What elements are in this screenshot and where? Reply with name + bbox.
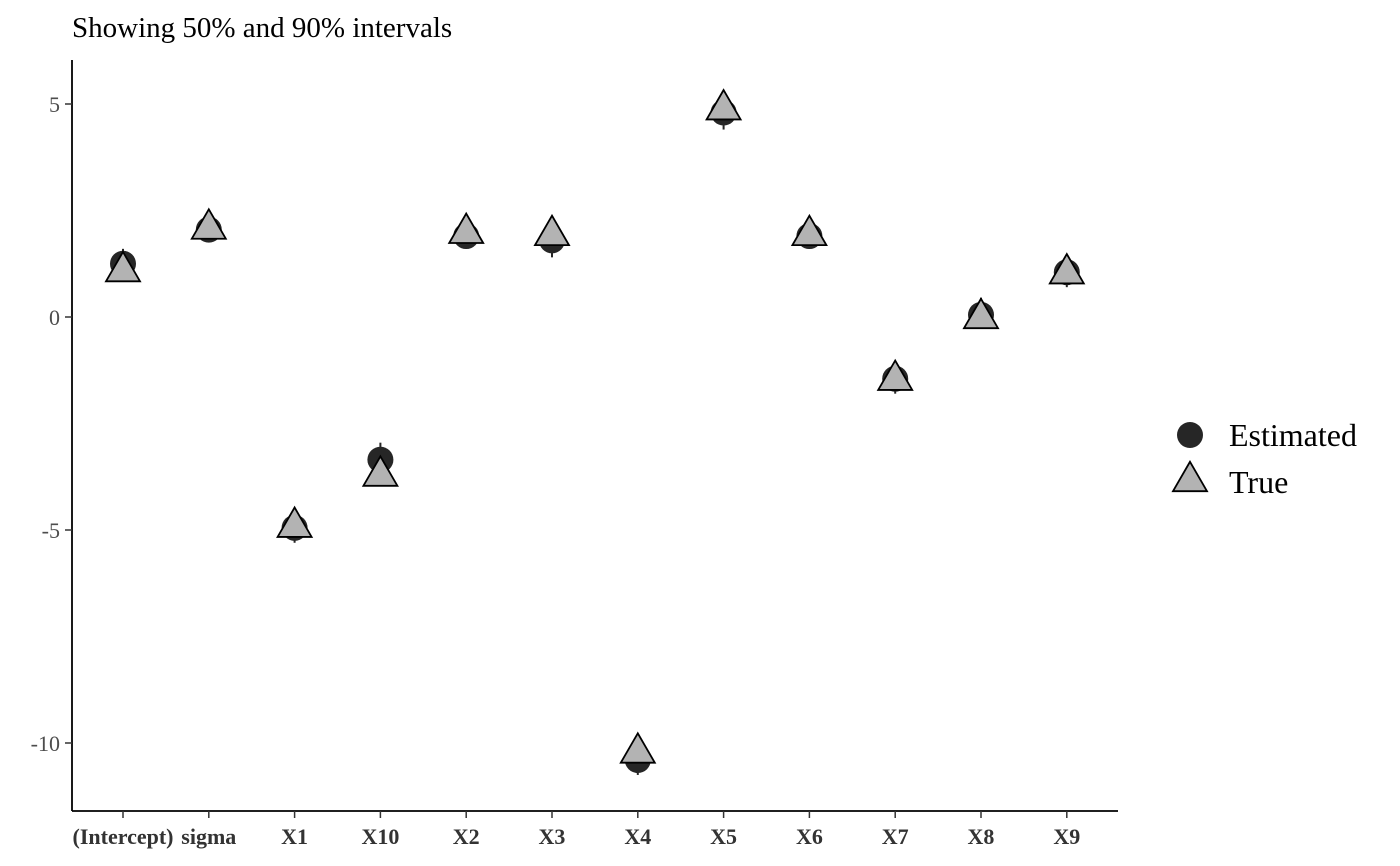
legend-estimated-marker xyxy=(1177,422,1203,448)
true-point xyxy=(1048,252,1086,285)
x-tick-label: X7 xyxy=(882,824,909,849)
true-point xyxy=(361,454,399,487)
true-point xyxy=(447,211,485,244)
x-tick-label: sigma xyxy=(181,824,236,849)
x-tick-label: X8 xyxy=(968,824,995,849)
true-point xyxy=(962,296,1000,330)
true-point xyxy=(190,207,228,240)
chart-subtitle: Showing 50% and 90% intervals xyxy=(72,12,452,44)
true-point xyxy=(104,250,142,283)
x-tick-label: X1 xyxy=(281,824,308,849)
x-tick-label: X6 xyxy=(796,824,823,849)
y-tick-label: 5 xyxy=(49,92,60,117)
true-point xyxy=(705,88,743,121)
y-tick-label: -10 xyxy=(31,731,60,756)
x-tick-label: X3 xyxy=(539,824,566,849)
x-tick-label: X10 xyxy=(361,824,399,849)
plot-area xyxy=(104,88,1086,775)
true-point xyxy=(619,731,657,764)
y-tick-label: 0 xyxy=(49,305,60,330)
legend-true-label: True xyxy=(1229,464,1288,500)
x-tick-label: X9 xyxy=(1053,824,1080,849)
x-tick-label: (Intercept) xyxy=(73,824,174,849)
y-tick-label: -5 xyxy=(42,518,60,543)
axes: 5 0 -5 -10 (Intercept) sigma X1 X10 X2 X3 X4 X5 X6 X7… xyxy=(31,60,1118,849)
x-tick-label: X2 xyxy=(453,824,480,849)
legend-true-marker xyxy=(1171,459,1209,493)
true-point xyxy=(790,213,828,247)
legend-estimated-label: Estimated xyxy=(1229,417,1357,453)
x-tick-label: X5 xyxy=(710,824,737,849)
true-point xyxy=(533,213,571,247)
x-tick-label: X4 xyxy=(624,824,651,849)
true-point xyxy=(876,358,914,391)
true-point xyxy=(276,505,314,538)
legend: Estimated True xyxy=(1171,417,1357,500)
